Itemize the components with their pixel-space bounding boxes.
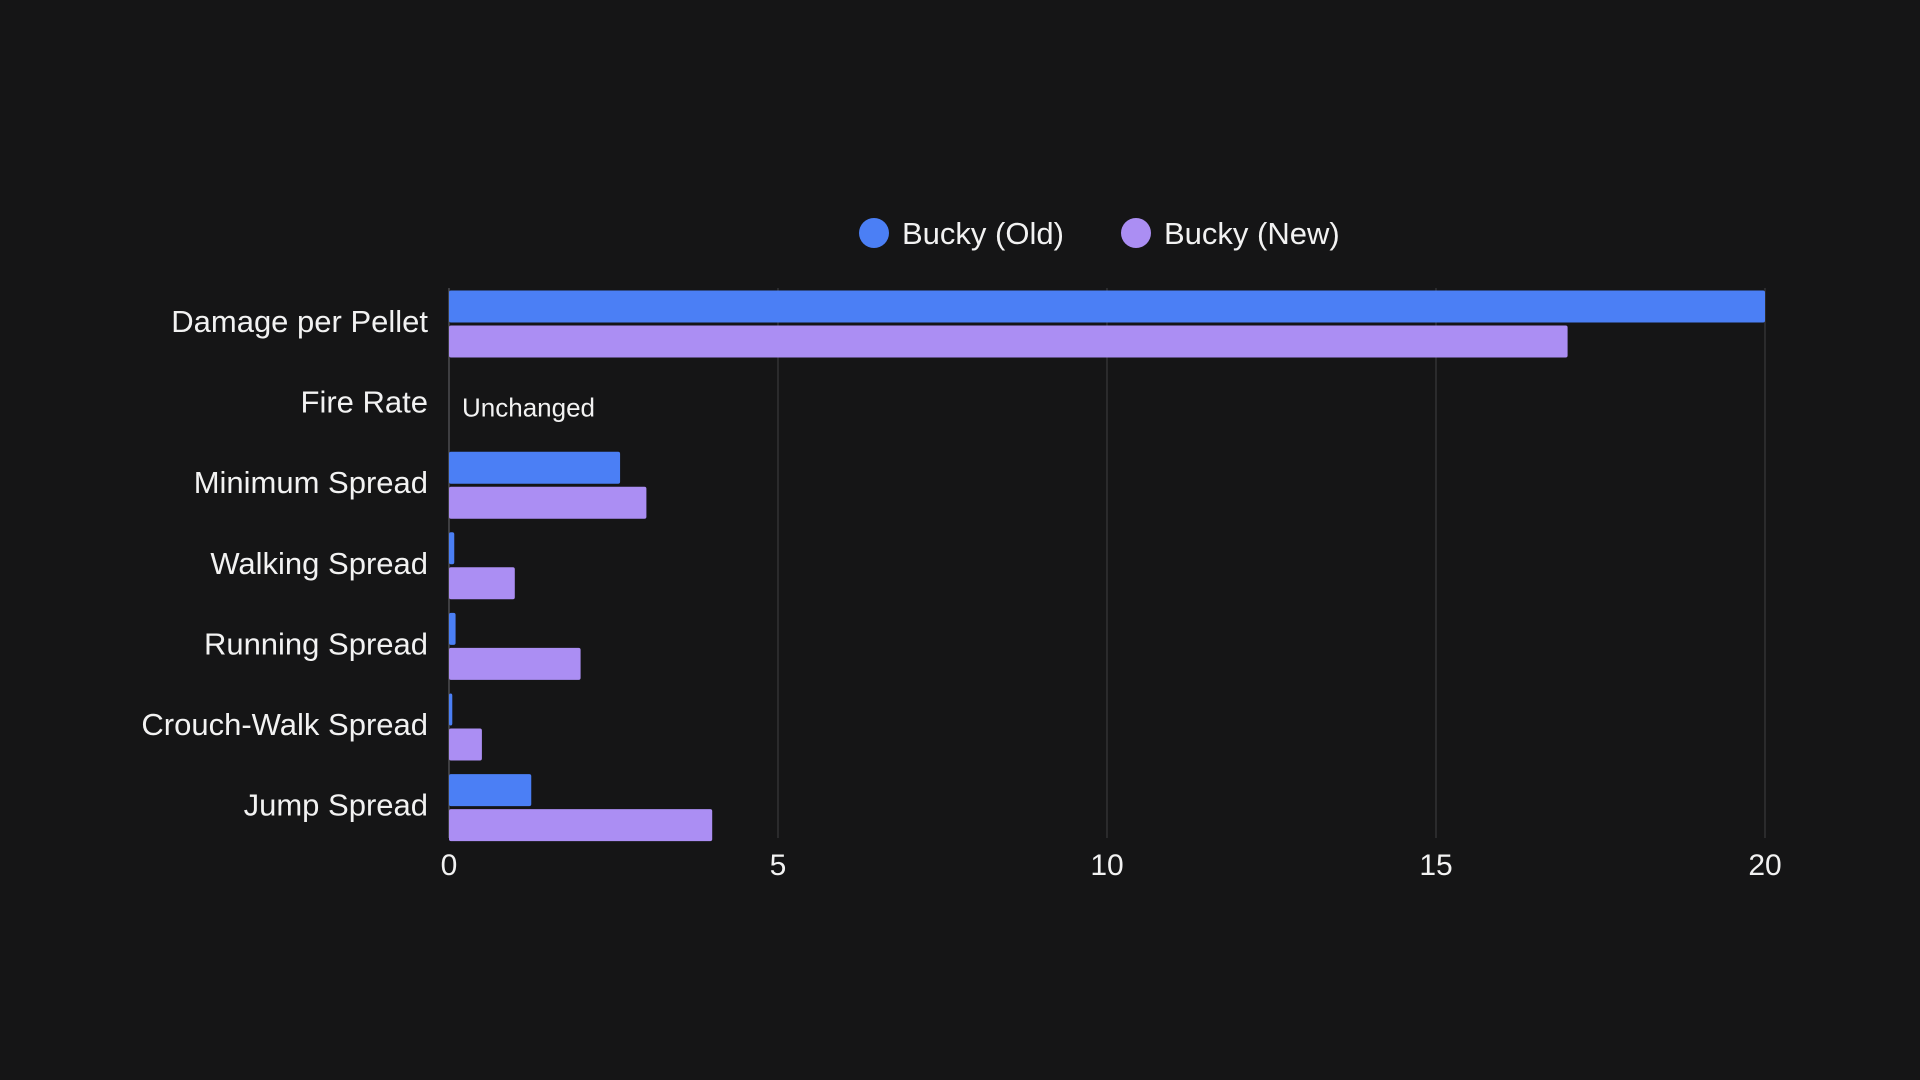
x-tick-label-20: 20: [1748, 849, 1781, 882]
legend: Bucky (Old) Bucky (New): [859, 216, 1340, 251]
category-label-walking-spread: Walking Spread: [210, 546, 428, 581]
bar-walking-spread-old: [449, 532, 455, 565]
grid-lines: [448, 288, 1766, 838]
category-label-minimum-spread: Minimum Spread: [194, 465, 428, 500]
bars: [449, 290, 1765, 842]
bar-walking-spread-new: [449, 567, 515, 600]
category-labels: Damage per Pellet Fire Rate Minimum Spread…: [141, 304, 428, 823]
x-tick-label-5: 5: [770, 849, 787, 882]
legend-swatch-old: [859, 218, 889, 248]
bar-running-spread-old: [449, 612, 456, 645]
category-label-fire-rate: Fire Rate: [301, 385, 428, 420]
bar-running-spread-new: [449, 647, 581, 680]
category-label-jump-spread: Jump Spread: [244, 788, 428, 823]
bar-crouch-walk-spread-new: [449, 728, 482, 761]
legend-label-old: Bucky (Old): [902, 216, 1064, 251]
legend-label-new: Bucky (New): [1164, 216, 1340, 251]
bar-minimum-spread-old: [449, 451, 621, 484]
x-tick-label-0: 0: [441, 849, 458, 882]
x-axis-ticks: 0 5 10 15 20: [441, 849, 1782, 882]
bar-crouch-walk-spread-old: [449, 693, 453, 726]
bar-jump-spread-old: [449, 774, 532, 807]
bar-damage-per-pellet-old: [449, 290, 1765, 323]
bar-damage-per-pellet-new: [449, 325, 1568, 358]
bar-jump-spread-new: [449, 809, 713, 842]
legend-swatch-new: [1121, 218, 1151, 248]
annotations: Unchanged: [462, 393, 595, 423]
category-label-running-spread: Running Spread: [204, 626, 428, 661]
x-tick-label-10: 10: [1090, 849, 1123, 882]
bar-minimum-spread-new: [449, 486, 647, 519]
category-label-damage-per-pellet: Damage per Pellet: [171, 304, 428, 339]
annotation-unchanged: Unchanged: [462, 393, 595, 423]
x-tick-label-15: 15: [1419, 849, 1452, 882]
category-label-crouch-walk-spread: Crouch-Walk Spread: [141, 707, 428, 742]
